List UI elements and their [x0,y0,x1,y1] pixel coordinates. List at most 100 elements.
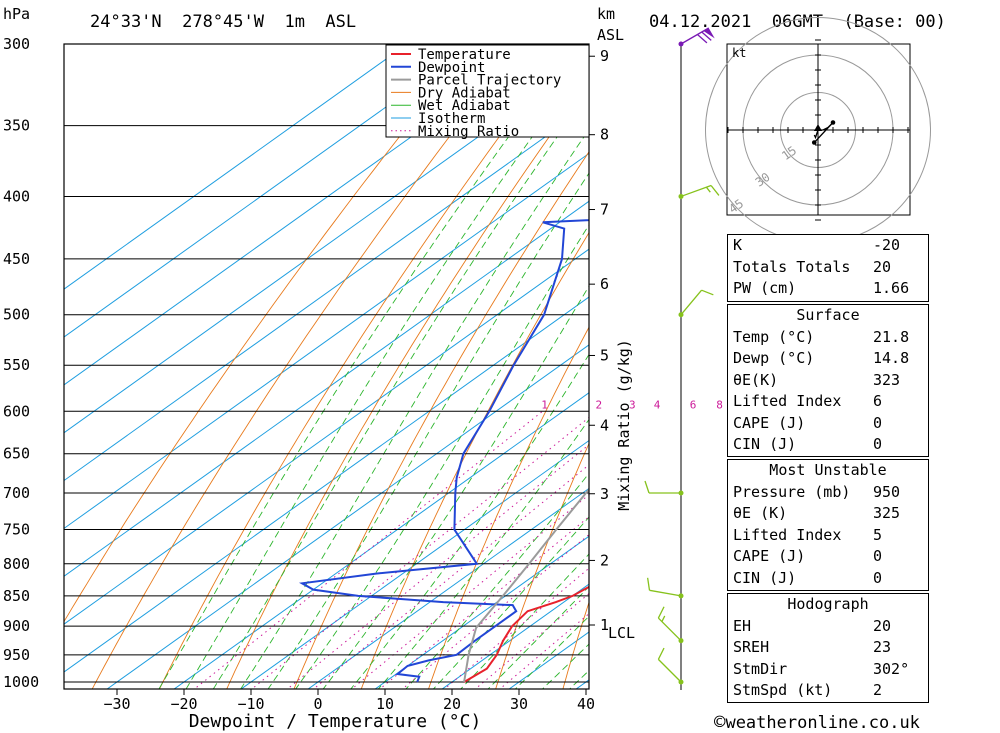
pressure-tick-label: 450 [3,250,30,268]
x-tick-label: 20 [443,695,461,713]
pressure-tick-label: 600 [3,402,30,420]
most-unstable-row: CAPE (J) 0 [728,546,928,568]
legend-label: Wet Adiabat [418,98,511,114]
index-value: 20 [873,257,892,276]
dry-adiabat-line [966,0,1000,708]
pressure-tick-label: 900 [3,617,30,635]
hodograph-value: 23 [873,638,892,656]
legend-label: Parcel Trajectory [418,73,561,89]
mixing-ratio-label: 1 [541,398,548,411]
wind-barb-shaft [680,184,712,198]
most-unstable-row: Lifted Index 5 [728,525,928,547]
surface-key: CIN (J) [733,435,797,453]
km-tick-label: 4 [600,416,609,434]
hodograph-row: EH 20 [728,616,928,638]
most-unstable-value: 0 [873,547,883,565]
wind-barb-feather [657,606,665,619]
wind-barb-shaft [649,589,682,597]
index-key: Totals Totals [733,257,851,276]
site-credit-text: weatheronline.co.uk [725,713,920,733]
km-tick-label: 1 [600,616,609,634]
wet-adiabat-line [295,224,589,689]
isotherm-line [64,44,409,290]
isotherm-line [307,487,589,689]
pressure-tick-label: 750 [3,521,30,539]
legend-label: Dry Adiabat [418,85,511,101]
surface-key: Temp (°C) [733,327,815,346]
most-unstable-value: 0 [873,568,883,587]
most-unstable-key: Lifted Index [733,525,842,544]
hodograph-unit-label: kt [732,46,746,60]
index-value: -20 [873,236,901,254]
surface-row: CIN (J) 0 [728,434,928,456]
hodograph: kt 15 30 45 [705,17,931,243]
surface-key: Dewp (°C) [733,349,815,367]
most-unstable-key: θE (K) [733,504,788,522]
pressure-tick-label: 1000 [3,673,39,691]
wet-adiabat-line [185,57,589,689]
legend-box [385,44,590,138]
indices-table: K -20 Totals Totals 20 PW (cm) 1.66 [727,234,929,302]
surface-row: θE(K) 323 [728,370,928,392]
hodograph-title: Hodograph [787,595,869,613]
hodograph-ring-label: 15 [779,143,799,163]
pressure-tick-label: 800 [3,555,30,573]
pressure-tick-label: 500 [3,306,30,324]
mixing-ratio-line [443,567,589,689]
most-unstable-value: 5 [873,525,883,544]
hodograph-value: 20 [873,616,892,635]
x-tick-label: 30 [510,695,528,713]
hodograph-row: StmDir 302° [728,659,928,681]
km-tick-label: 9 [600,47,609,65]
wind-barb-flag [703,28,715,39]
hodograph-row: StmSpd (kt) 2 [728,680,928,702]
surface-table: Surface Temp (°C) 21.8 Dewp (°C) 14.8 θE(K… [727,304,929,457]
isotherm-line [64,248,589,625]
surface-key: Lifted Index [733,392,842,410]
mixing-ratio-label: 4 [654,398,661,411]
surface-key: θE(K) [733,370,779,389]
legend-label: Temperature [418,47,511,63]
wet-adiabat-line [212,91,589,689]
index-key: K [733,236,743,254]
most-unstable-title: Most Unstable [769,461,887,479]
hodograph-table: Hodograph EH 20 SREH 23 StmDir 302° StmSpd … [727,593,929,703]
pressure-tick-label: 350 [3,117,30,135]
isotherm-line [64,296,589,673]
indices-row: PW (cm) 1.66 [728,278,928,300]
isotherm-line [374,535,589,689]
km-unit-label: km [597,5,616,23]
dry-adiabat-line [562,600,589,689]
mixing-ratio-line [251,416,589,689]
surface-key: CAPE (J) [733,413,806,432]
mixing-ratio-line [286,444,589,689]
mixing-ratio-line [193,410,543,689]
surface-value: 0 [873,435,883,453]
wind-barb-feather [657,647,665,660]
wind-barb-feather [644,480,650,494]
wind-profile [644,27,720,690]
surface-row: Dewp (°C) 14.8 [728,348,928,370]
station-location: 24°33'N 278°45'W 1m ASL [90,12,357,32]
hodograph-point [811,140,817,145]
most-unstable-key: Pressure (mb) [733,482,851,501]
site-credit[interactable]: ©weatheronline.co.uk [714,711,920,733]
surface-row: Lifted Index 6 [728,391,928,413]
x-tick-label: 10 [376,695,394,713]
km-tick-label: 7 [600,201,609,219]
copyright-icon: © [714,711,726,733]
wet-adiabat-line [514,615,589,689]
hodograph-key: SREH [733,638,770,656]
hodograph-key: StmDir [733,659,788,678]
mixing-ratio-label: 2 [595,398,602,411]
legend-label: Dewpoint [418,60,485,76]
sounding-datetime: 04.12.2021 06GMT (Base: 00) [649,12,946,32]
parcel-trajectory-line [463,487,589,683]
indices-row: K -20 [728,235,928,257]
km-tick-label: 8 [600,126,609,144]
surface-value: 21.8 [873,327,910,346]
lcl-label: LCL [608,624,635,642]
pressure-tick-label: 300 [3,35,30,53]
